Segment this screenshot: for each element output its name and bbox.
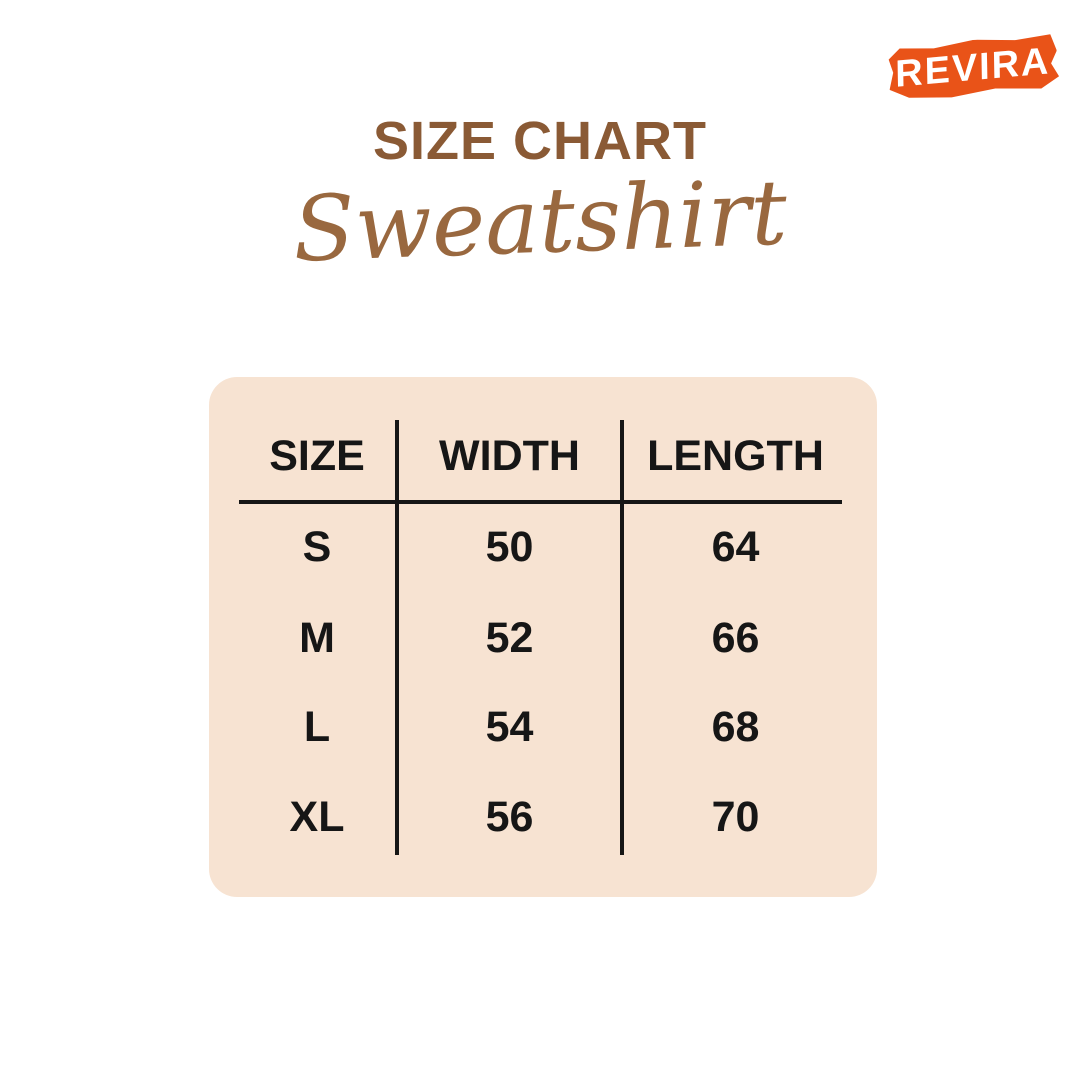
- brand-logo-badge: REVIRA: [886, 33, 1060, 104]
- table-cell-width-m: 52: [485, 613, 534, 662]
- table-cell-width-l: 54: [485, 703, 534, 751]
- table-cell-length-m: 66: [711, 613, 760, 662]
- table-cell-size-l: L: [303, 703, 331, 751]
- table-cell-length-s: 64: [711, 522, 760, 571]
- column-divider-1: [395, 420, 399, 855]
- column-header-size: SIZE: [269, 431, 365, 480]
- column-header-length: LENGTH: [647, 431, 824, 480]
- page-title: SIZE CHART: [373, 111, 707, 171]
- header-underline: [239, 500, 842, 504]
- table-cell-length-l: 68: [711, 703, 760, 751]
- table-cell-size-m: M: [299, 613, 335, 662]
- column-header-width: WIDTH: [439, 431, 580, 480]
- table-cell-length-xl: 70: [711, 792, 760, 841]
- size-table-card: SIZE WIDTH LENGTH S 50 64 M 52 66 L 54 6…: [209, 377, 877, 897]
- table-cell-width-s: 50: [485, 522, 534, 571]
- table-cell-size-s: S: [302, 522, 332, 571]
- size-table: SIZE WIDTH LENGTH S 50 64 M 52 66 L 54 6…: [209, 377, 877, 862]
- column-divider-2: [620, 420, 624, 855]
- table-cell-size-xl: XL: [289, 792, 345, 841]
- page-subtitle: Sweatshirt: [291, 160, 789, 283]
- brand-name: REVIRA: [895, 40, 1051, 96]
- table-cell-width-xl: 56: [485, 792, 534, 841]
